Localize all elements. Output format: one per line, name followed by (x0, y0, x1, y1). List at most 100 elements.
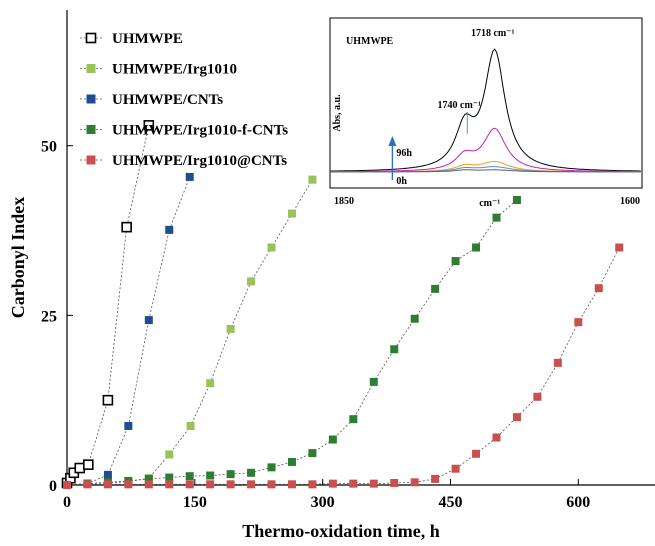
inset-time-arrowhead (388, 136, 397, 146)
data-point-series-3 (144, 474, 153, 483)
data-point-series-4 (553, 358, 562, 367)
y-tick-label: 25 (41, 308, 57, 325)
x-tick-label: 150 (183, 494, 207, 511)
inset-title: UHMWPE (346, 36, 394, 47)
data-point-series-4 (267, 480, 276, 489)
data-point-series-2 (103, 470, 112, 479)
data-point-series-4 (124, 480, 133, 489)
data-point-series-3 (410, 314, 419, 323)
data-point-series-1 (186, 421, 195, 430)
data-point-series-1 (206, 379, 215, 388)
data-point-series-4 (63, 481, 71, 489)
data-point-series-4 (369, 479, 378, 488)
data-point-series-1 (308, 175, 317, 184)
series-line-3 (66, 199, 518, 486)
data-point-series-4 (308, 480, 317, 489)
inset-x-tick-label: 1850 (334, 196, 354, 207)
data-point-series-4 (431, 474, 440, 483)
data-point-series-1 (247, 277, 256, 286)
legend-marker-4 (86, 155, 96, 165)
data-point-series-4 (103, 480, 112, 489)
y-tick-label: 0 (49, 478, 57, 495)
data-point-series-4 (512, 413, 521, 422)
data-point-series-4 (165, 480, 174, 489)
data-point-series-3 (206, 471, 215, 480)
legend-marker-1 (86, 64, 96, 73)
data-point-series-0 (83, 459, 94, 470)
data-point-series-4 (410, 478, 419, 487)
y-axis-label: Carbonyl Index (8, 197, 28, 319)
data-point-series-3 (369, 377, 378, 386)
data-point-series-1 (287, 209, 296, 218)
data-point-series-2 (165, 225, 174, 234)
data-point-series-3 (247, 468, 256, 477)
data-point-series-2 (144, 316, 153, 325)
inset-spectrum-0 (329, 48, 641, 172)
x-tick-label: 450 (438, 494, 462, 511)
data-point-series-2 (185, 172, 194, 181)
data-point-series-1 (267, 243, 276, 252)
data-point-series-0 (121, 221, 132, 233)
inset-y-label: Abs, a.u. (332, 94, 343, 132)
data-point-series-3 (267, 463, 276, 472)
inset-x-tick-label: 1600 (620, 196, 640, 207)
data-point-series-4 (574, 318, 583, 327)
inset-annotation-1740: 1740 cm⁻¹ (438, 100, 482, 111)
legend-label-3: UHMWPE/Irg1010-f-CNTs (112, 123, 288, 139)
data-point-series-3 (390, 345, 399, 354)
x-tick-label: 600 (566, 494, 590, 511)
x-tick-label: 300 (311, 494, 335, 511)
series-line-0 (66, 125, 150, 484)
data-point-series-3 (349, 415, 358, 424)
series-line-1 (66, 179, 313, 486)
data-point-series-4 (287, 480, 296, 489)
x-tick-label: 0 (63, 494, 71, 511)
y-tick-label: 50 (41, 139, 57, 156)
data-point-series-4 (594, 284, 603, 293)
data-point-series-4 (492, 433, 501, 442)
data-point-series-4 (451, 464, 460, 473)
data-point-series-4 (185, 480, 194, 489)
legend-label-1: UHMWPE/Irg1010 (112, 62, 237, 78)
data-point-series-3 (165, 473, 174, 482)
legend-marker-3 (86, 125, 96, 134)
data-point-series-3 (492, 213, 501, 222)
data-point-series-4 (83, 480, 92, 489)
data-point-series-4 (615, 243, 624, 252)
data-point-series-3 (451, 257, 460, 266)
data-point-series-3 (431, 284, 440, 293)
data-point-series-3 (472, 243, 481, 252)
data-point-series-1 (226, 324, 235, 333)
data-point-series-4 (390, 478, 399, 487)
x-axis-label: Thermo-oxidation time, h (242, 521, 440, 541)
legend-label-0: UHMWPE (112, 31, 183, 47)
data-point-series-1 (165, 450, 174, 459)
data-point-series-3 (512, 196, 521, 204)
data-point-series-4 (349, 479, 358, 488)
legend-label-4: UHMWPE/Irg1010@CNTs (112, 153, 287, 169)
data-point-series-4 (247, 480, 256, 489)
data-point-series-0 (74, 462, 86, 474)
legend-marker-0 (85, 32, 97, 44)
data-point-series-4 (144, 480, 153, 489)
series-line-4 (66, 247, 620, 486)
data-point-series-4 (206, 480, 215, 489)
data-point-series-0 (102, 394, 114, 406)
data-point-series-3 (328, 435, 337, 444)
data-point-series-4 (226, 480, 235, 489)
legend-marker-2 (86, 94, 96, 104)
data-point-series-4 (472, 449, 481, 458)
legend-label-2: UHMWPE/CNTs (112, 92, 223, 108)
inset-label-96h: 96h (396, 148, 412, 159)
data-point-series-3 (226, 470, 235, 479)
inset-spectrum-4 (330, 169, 641, 173)
inset-annotation-1718: 1718 cm⁻¹ (471, 28, 515, 39)
data-point-series-3 (287, 457, 296, 466)
data-point-series-4 (533, 392, 542, 401)
data-point-series-0 (143, 120, 155, 131)
inset-label-0h: 0h (396, 176, 407, 187)
inset-frame (329, 17, 643, 189)
data-point-series-3 (185, 472, 194, 481)
